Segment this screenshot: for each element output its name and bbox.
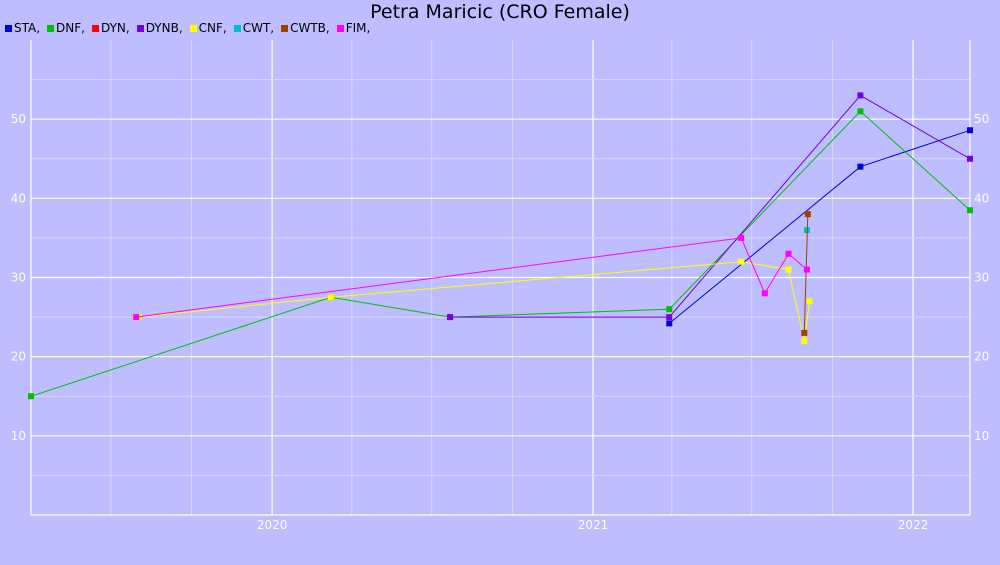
legend-item-dnf: DNF, [47, 21, 92, 35]
data-point-sta [666, 320, 673, 327]
data-point-cwtb [801, 329, 808, 336]
legend-swatch [91, 24, 99, 32]
y-tick-label-right: 20 [974, 350, 989, 364]
data-point-cnf [801, 337, 808, 344]
legend-label: CWT, [242, 21, 275, 35]
data-point-fim [785, 250, 792, 257]
series-line-dnf [30, 110, 971, 397]
data-point-dynb [666, 314, 673, 321]
legend-swatch [336, 24, 344, 32]
data-point-fim [761, 290, 768, 297]
chart-legend: STA, DNF, DYN, DYNB, CNF, CWT, CWTB, FIM, [5, 21, 377, 35]
legend-label: CWTB, [290, 21, 330, 35]
legend-item-sta: STA, [5, 21, 47, 35]
legend-label: DNF, [56, 21, 85, 35]
legend-label: DYN, [100, 21, 130, 35]
data-point-dnf [28, 393, 34, 400]
legend-label: STA, [14, 21, 41, 35]
legend-item-fim: FIM, [336, 21, 378, 35]
data-point-cwtb [804, 211, 811, 218]
data-point-cnf [785, 266, 792, 273]
data-point-fim [803, 266, 810, 273]
legend-swatch [281, 24, 289, 32]
legend-item-cnf: CNF, [189, 21, 234, 35]
data-point-dnf [857, 108, 864, 115]
legend-swatch [136, 24, 144, 32]
y-tick-label-left: 10 [11, 429, 26, 443]
data-point-dynb [967, 155, 973, 162]
x-tick-label: 2021 [578, 518, 609, 532]
data-point-cnf [327, 294, 334, 301]
data-point-sta [967, 127, 973, 134]
data-point-sta [857, 163, 864, 170]
legend-item-cwtb: CWTB, [281, 21, 337, 35]
legend-swatch [5, 24, 12, 32]
y-tick-label-left: 20 [11, 350, 26, 364]
data-point-dnf [666, 306, 673, 313]
legend-label: CNF, [198, 21, 227, 35]
data-point-fim [133, 314, 140, 321]
legend-swatch [233, 24, 241, 32]
y-tick-label-right: 30 [974, 271, 989, 285]
y-tick-label-left: 40 [11, 191, 26, 205]
legend-item-cwt: CWT, [233, 21, 281, 35]
data-point-fim [738, 234, 745, 241]
legend-label: FIM, [345, 21, 371, 35]
series-line-cwtb [803, 214, 809, 333]
series-line-dynb [450, 94, 971, 318]
legend-item-dynb: DYNB, [136, 21, 190, 35]
y-tick-label-left: 30 [11, 271, 26, 285]
x-tick-label: 2022 [898, 518, 929, 532]
legend-item-dyn: DYN, [91, 21, 137, 35]
y-tick-label-right: 10 [974, 429, 989, 443]
y-tick-label-right: 50 [974, 112, 989, 126]
y-tick-label-right: 40 [974, 191, 989, 205]
x-tick-label: 2020 [257, 518, 288, 532]
data-point-cnf [738, 258, 745, 265]
data-point-dynb [857, 92, 864, 99]
legend-label: DYNB, [145, 21, 183, 35]
y-tick-label-left: 50 [11, 112, 26, 126]
legend-swatch [47, 24, 55, 32]
data-point-dnf [967, 207, 973, 214]
data-point-dynb [447, 314, 454, 321]
legend-swatch [189, 24, 197, 32]
data-point-cnf [806, 298, 813, 305]
chart-title: Petra Maricic (CRO Female) [370, 1, 630, 23]
